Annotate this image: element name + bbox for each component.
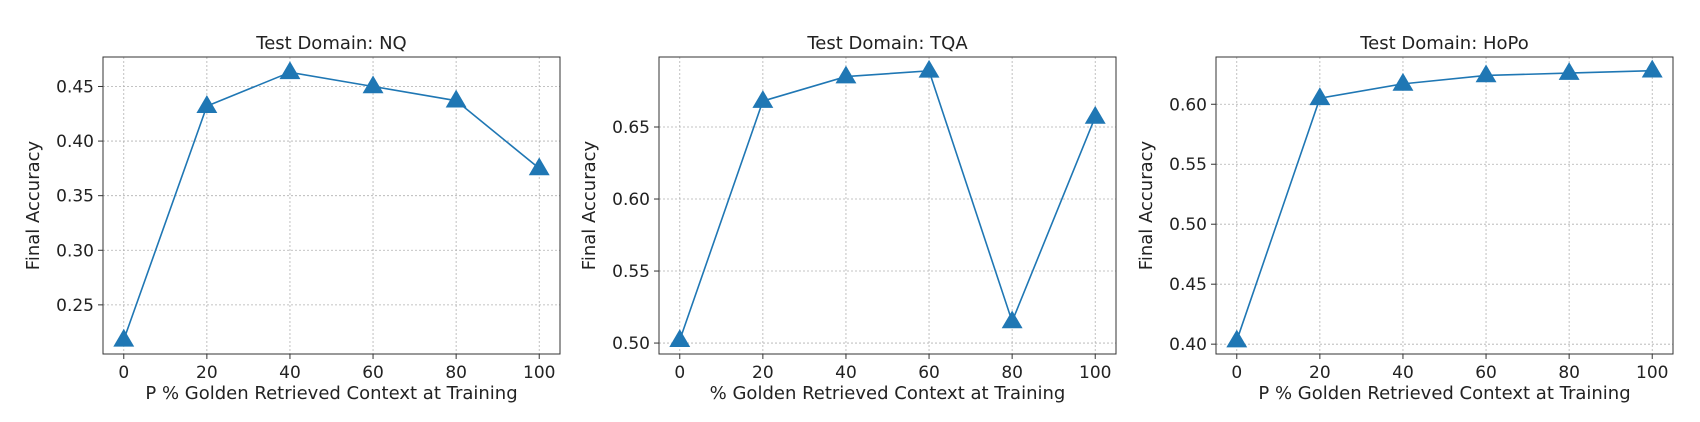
data-point-triangle: [1558, 62, 1580, 80]
data-point-triangle: [918, 59, 940, 78]
x-tick-label: 40: [279, 363, 301, 383]
chart-title: Test Domain: HoPo: [1359, 33, 1529, 54]
y-tick-label: 0.55: [1169, 155, 1207, 175]
data-point-triangle: [1309, 87, 1331, 106]
series-line: [123, 71, 540, 341]
axes-frame: [1215, 56, 1674, 355]
data-point-triangle: [669, 329, 691, 347]
x-tick-label: 20: [196, 363, 218, 383]
x-tick-label: 0: [674, 363, 685, 383]
x-axis-label: % Golden Retrieved Context at Training: [710, 383, 1066, 404]
y-tick-label: 0.45: [56, 77, 94, 97]
y-tick-label: 0.30: [56, 241, 94, 261]
x-tick-label: 20: [1309, 363, 1331, 383]
data-point-triangle: [752, 90, 774, 108]
x-tick-label: 100: [1636, 363, 1668, 383]
data-point-triangle: [1084, 105, 1106, 124]
x-tick-label: 100: [1079, 363, 1111, 383]
x-tick-label: 60: [362, 363, 384, 383]
x-tick-label: 100: [523, 363, 555, 383]
chart-panel-3: 0 20 40 60 80 100 0.40 0.45 0.50 0.55 0.60 Test Dom…: [1136, 33, 1674, 404]
x-axis-label: P % Golden Retrieved Context at Training: [1258, 383, 1630, 404]
chart-title: Test Domain: TQA: [806, 33, 968, 54]
x-tick-label: 60: [918, 363, 940, 383]
series-line: [1236, 69, 1653, 341]
x-tick-label: 40: [835, 363, 857, 383]
data-point-triangle: [445, 89, 467, 108]
chart-title: Test Domain: NQ: [255, 33, 406, 54]
chart-panel-1: 0 20 40 60 80 100 0.25 0.30 0.35 0.40 0.45 Test Dom…: [23, 33, 561, 404]
data-point-triangle: [279, 61, 301, 80]
y-tick-label: 0.40: [1169, 335, 1207, 355]
x-tick-label: 0: [118, 363, 129, 383]
series-line: [679, 69, 1096, 341]
y-tick-label: 0.60: [1169, 95, 1207, 115]
y-axis-label: Final Accuracy: [23, 140, 44, 270]
x-tick-label: 80: [1001, 363, 1023, 383]
y-tick-label: 0.25: [56, 296, 94, 316]
y-tick-label: 0.50: [612, 334, 650, 354]
x-tick-label: 80: [445, 363, 467, 383]
x-tick-label: 60: [1475, 363, 1497, 383]
y-tick-label: 0.60: [612, 190, 650, 210]
x-tick-label: 20: [752, 363, 774, 383]
data-point-triangle: [1392, 72, 1414, 91]
y-tick-label: 0.55: [612, 262, 650, 282]
x-tick-label: 0: [1231, 363, 1242, 383]
data-point-triangle: [528, 157, 550, 176]
y-tick-label: 0.45: [1169, 275, 1207, 295]
x-tick-label: 40: [1392, 363, 1414, 383]
y-axis-label: Final Accuracy: [579, 140, 600, 270]
data-point-triangle: [1641, 59, 1663, 78]
data-point-triangle: [835, 65, 857, 84]
data-point-triangle: [1001, 310, 1023, 329]
data-point-triangle: [362, 75, 384, 94]
x-axis-label: P % Golden Retrieved Context at Training: [145, 383, 517, 404]
axes-frame: [102, 56, 561, 355]
data-point-triangle: [113, 328, 135, 347]
y-tick-label: 0.40: [56, 132, 94, 152]
y-tick-label: 0.50: [1169, 215, 1207, 235]
chart-panel-2: 0 20 40 60 80 100 0.50 0.55 0.60 0.65 Test Domain:…: [579, 33, 1117, 404]
x-tick-label: 80: [1558, 363, 1580, 383]
data-point-triangle: [1475, 64, 1497, 83]
data-point-triangle: [1226, 329, 1248, 348]
y-tick-label: 0.65: [612, 118, 650, 138]
y-axis-label: Final Accuracy: [1136, 140, 1157, 270]
axes-frame: [658, 56, 1117, 355]
data-point-triangle: [196, 95, 218, 113]
y-tick-label: 0.35: [56, 187, 94, 207]
